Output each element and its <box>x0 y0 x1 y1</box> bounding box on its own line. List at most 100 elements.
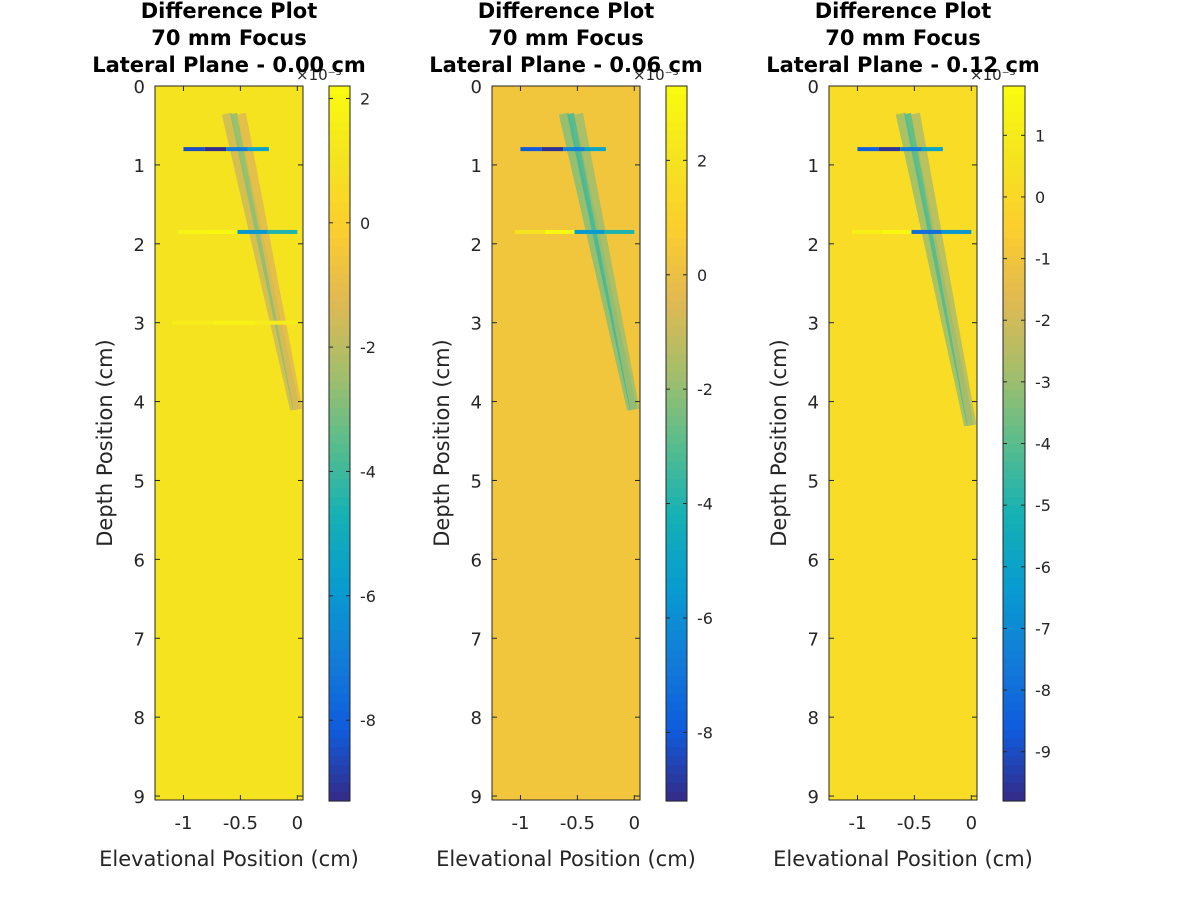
panel-1-colorbar-band-79 <box>329 792 350 802</box>
panel-2-ytick-label-6: 6 <box>471 550 482 571</box>
panel-3-colorbar-band-23 <box>1003 291 1025 302</box>
panel-3-ytick-label-3: 3 <box>808 314 819 335</box>
panel-3-colorbar-band-16 <box>1003 229 1025 239</box>
panel-2-colorbar-band-76 <box>666 765 687 775</box>
panel-1-colorbar-band-28 <box>329 336 350 346</box>
panel-3-streak-2-segment-1 <box>851 229 882 234</box>
panel-1-colorbar-band-0 <box>329 86 350 96</box>
panel-3-ytick-label-0: 0 <box>808 77 819 98</box>
panel-3-colorbar-band-57 <box>1003 595 1025 605</box>
panel-3-cbtick-label-4: -3 <box>1035 373 1051 392</box>
panel-3-heatmap-background <box>829 86 977 800</box>
panel-3-title-line-2: 70 mm Focus <box>825 26 980 50</box>
panel-1-colorbar-band-48 <box>329 515 350 525</box>
panel-2-colorbar-band-77 <box>666 774 687 784</box>
panel-2-colorbar-band-3 <box>666 112 687 123</box>
panel-2-colorbar-band-75 <box>666 756 687 766</box>
panel-3-colorbar-band-62 <box>1003 640 1025 650</box>
panel-1-ytick-label-0: 0 <box>134 77 145 98</box>
panel-1-colorbar-band-43 <box>329 470 350 480</box>
panel-3-colorbar-band-3 <box>1003 112 1025 123</box>
panel-2-cbtick-label-2: -2 <box>697 380 713 399</box>
panel-2-streak-2-segment-2 <box>544 229 575 234</box>
panel-3-colorbar-band-38 <box>1003 425 1025 436</box>
panel-1-colorbar-band-30 <box>329 354 350 364</box>
panel-3-ytick-label-9: 9 <box>808 787 819 808</box>
panel-2-cbtick-label-3: -4 <box>697 495 713 514</box>
panel-1-colorbar-band-72 <box>329 729 350 740</box>
panel-3-ytick-label-5: 5 <box>808 471 819 492</box>
panel-3-colorbar-band-26 <box>1003 318 1025 328</box>
panel-1-streak-2-segment-2 <box>207 229 238 234</box>
panel-1-colorbar-band-8 <box>329 157 350 168</box>
panel-1-colorbar-band-51 <box>329 541 350 552</box>
panel-2-colorbar-band-60 <box>666 622 687 632</box>
panel-3-colorbar-band-24 <box>1003 300 1025 311</box>
panel-3-colorbar-band-5 <box>1003 130 1025 141</box>
panel-1-ytick-label-6: 6 <box>134 550 145 571</box>
panel-2-colorbar-band-29 <box>666 345 687 355</box>
panel-1-colorbar-band-35 <box>329 398 350 409</box>
panel-3-colorbar-band-9 <box>1003 166 1025 176</box>
panel-1-colorbar-band-16 <box>329 229 350 239</box>
panel-1-colorbar-band-3 <box>329 112 350 123</box>
panel-2-colorbar-band-67 <box>666 684 687 695</box>
panel-2-colorbar-band-70 <box>666 711 687 722</box>
panel-2-ytick-label-9: 9 <box>471 787 482 808</box>
panel-3-ytick-label-1: 1 <box>808 156 819 177</box>
panel-2-colorbar-band-78 <box>666 783 687 793</box>
panel-2-colorbar-band-41 <box>666 452 687 462</box>
panel-3-colorbar-band-4 <box>1003 121 1025 132</box>
panel-1-streak-1-segment-1 <box>183 147 205 152</box>
panel-1-colorbar-band-41 <box>329 452 350 462</box>
panel-1-streak-2-segment-4 <box>267 229 298 234</box>
panel-3-colorbar-band-2 <box>1003 103 1025 114</box>
panel-2-colorbar-band-74 <box>666 747 687 757</box>
panel-2-colorbar-band-15 <box>666 220 687 230</box>
panel-1-colorbar-band-7 <box>329 148 350 159</box>
panel-3-colorbar-band-47 <box>1003 506 1025 516</box>
panel-2-xlabel: Elevational Position (cm) <box>436 847 696 871</box>
panel-1-colorbar-band-69 <box>329 702 350 713</box>
panel-2-colorbar-band-37 <box>666 416 687 427</box>
panel-3-colorbar-band-0 <box>1003 86 1025 96</box>
panel-1-colorbar-band-61 <box>329 631 350 641</box>
panel-3-cbtick-label-0: 1 <box>1035 126 1045 145</box>
panel-2-ytick-label-2: 2 <box>471 235 482 256</box>
panel-1-ytick-label-5: 5 <box>134 471 145 492</box>
panel-2-ytick-label-0: 0 <box>471 77 482 98</box>
panel-3-colorbar-band-29 <box>1003 345 1025 355</box>
panel-2-colorbar-band-43 <box>666 470 687 480</box>
panel-2-title-line-2: 70 mm Focus <box>488 26 643 50</box>
panel-2-colorbar-band-19 <box>666 255 687 266</box>
panel-3-cbtick-label-7: -6 <box>1035 558 1051 577</box>
panel-3-colorbar-band-43 <box>1003 470 1025 480</box>
panel-2-ytick-label-3: 3 <box>471 314 482 335</box>
panel-2-colorbar-band-17 <box>666 237 687 248</box>
panel-2-colorbar-band-68 <box>666 693 687 704</box>
panel-1-colorbar-band-64 <box>329 658 350 668</box>
panel-3-colorbar-band-65 <box>1003 666 1025 677</box>
panel-1-title-line-2: 70 mm Focus <box>151 26 306 50</box>
panel-3-colorbar-band-8 <box>1003 157 1025 168</box>
panel-1-colorbar-band-5 <box>329 130 350 141</box>
panel-1-colorbar-exponent: ×10⁻³ <box>296 66 342 84</box>
panel-2-colorbar-band-71 <box>666 720 687 731</box>
panel-1-cbtick-label-0: 2 <box>360 89 370 108</box>
panel-3-colorbar-band-76 <box>1003 765 1025 775</box>
panel-1-colorbar-band-77 <box>329 774 350 784</box>
panel-1-colorbar-band-11 <box>329 184 350 194</box>
panel-3-colorbar-band-25 <box>1003 309 1025 319</box>
panel-3-colorbar-band-11 <box>1003 184 1025 194</box>
panel-3-ytick-label-8: 8 <box>808 708 819 729</box>
panel-1-colorbar-band-58 <box>329 604 350 614</box>
panel-2-colorbar-band-54 <box>666 568 687 579</box>
panel-3-colorbar-band-68 <box>1003 693 1025 704</box>
panel-2-colorbar-band-11 <box>666 184 687 194</box>
panel-2-colorbar-band-0 <box>666 86 687 96</box>
panel-3-streak-1-segment-1 <box>857 147 879 152</box>
panel-1-streak-3-segment-1 <box>172 320 214 325</box>
panel-1-ytick-label-3: 3 <box>134 314 145 335</box>
panel-2-streak-1-segment-2 <box>541 147 564 152</box>
panel-2-ytick-label-1: 1 <box>471 156 482 177</box>
